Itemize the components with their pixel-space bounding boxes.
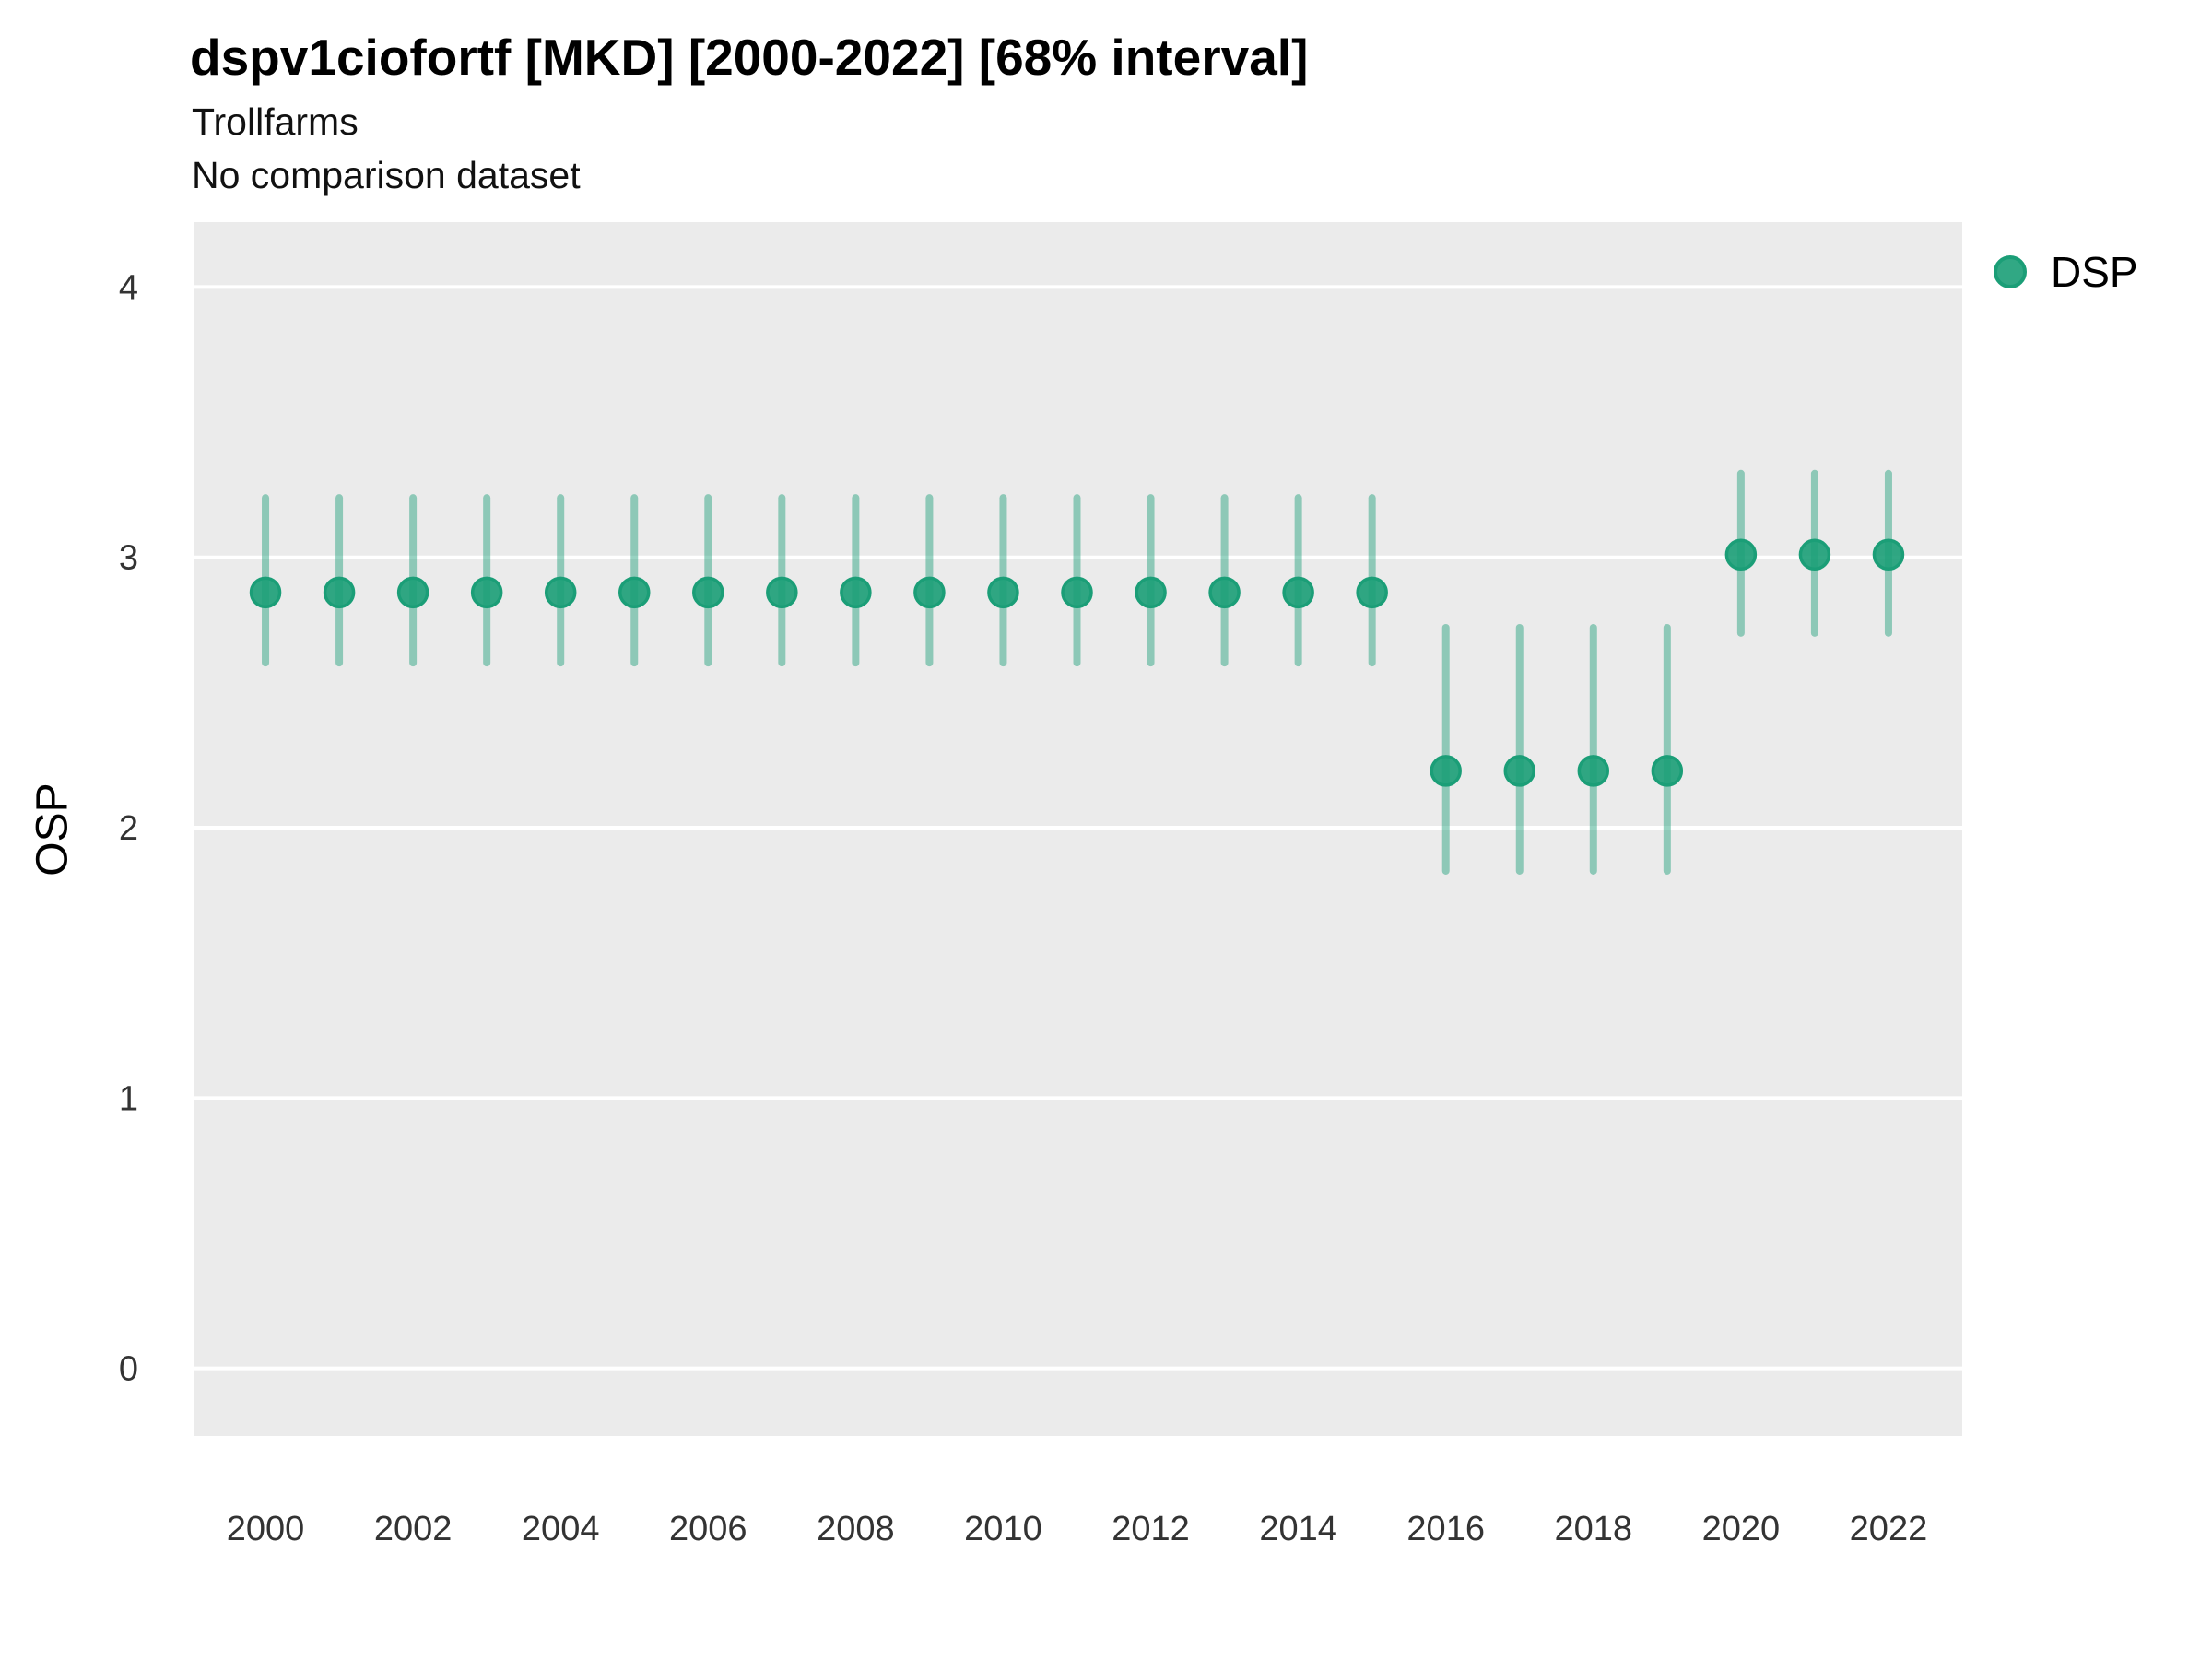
x-tick-label-2006: 2006 <box>669 1510 747 1548</box>
data-point-2017 <box>1503 755 1535 787</box>
x-tick-label-2010: 2010 <box>964 1510 1042 1548</box>
data-point-2022 <box>1872 538 1905 571</box>
x-tick-label-2016: 2016 <box>1406 1510 1485 1548</box>
x-tick-label-2008: 2008 <box>817 1510 895 1548</box>
y-tick-label-3: 3 <box>119 539 138 578</box>
data-point-2006 <box>692 576 724 609</box>
data-point-2002 <box>396 576 429 609</box>
data-point-2000 <box>249 576 282 609</box>
data-point-2012 <box>1135 576 1167 609</box>
y-tick-label-2: 2 <box>119 809 138 848</box>
legend-marker-dsp-icon <box>1994 255 2027 288</box>
data-point-2011 <box>1061 576 1093 609</box>
x-tick-label-2002: 2002 <box>374 1510 453 1548</box>
legend-label-dsp: DSP <box>2051 248 2138 296</box>
x-tick-label-2020: 2020 <box>1702 1510 1781 1548</box>
chart-comparison-note: No comparison dataset <box>192 154 581 196</box>
data-point-2001 <box>323 576 356 609</box>
data-point-2003 <box>470 576 503 609</box>
x-tick-label-2012: 2012 <box>1112 1510 1190 1548</box>
data-point-2008 <box>840 576 872 609</box>
data-point-2016 <box>1430 755 1462 787</box>
data-point-2019 <box>1651 755 1684 787</box>
x-tick-label-2014: 2014 <box>1259 1510 1337 1548</box>
data-point-2021 <box>1798 538 1831 571</box>
y-tick-label-0: 0 <box>119 1350 138 1389</box>
chart-subtitle: Trollfarms <box>192 100 359 143</box>
data-point-2004 <box>544 576 577 609</box>
data-point-2015 <box>1356 576 1388 609</box>
chart-title: dspv1ciofortf [MKD] [2000-2022] [68% int… <box>190 29 1309 86</box>
data-point-2018 <box>1577 755 1610 787</box>
x-tick-label-2018: 2018 <box>1555 1510 1633 1548</box>
data-point-2007 <box>766 576 798 609</box>
data-point-2005 <box>618 576 651 609</box>
data-point-2020 <box>1724 538 1758 571</box>
y-tick-label-4: 4 <box>119 268 138 307</box>
data-point-2010 <box>987 576 1019 609</box>
legend: DSP <box>1994 251 2138 293</box>
x-tick-label-2022: 2022 <box>1850 1510 1928 1548</box>
data-point-2013 <box>1208 576 1241 609</box>
x-tick-label-2000: 2000 <box>227 1510 305 1548</box>
y-tick-label-1: 1 <box>119 1079 138 1118</box>
x-tick-label-2004: 2004 <box>522 1510 600 1548</box>
data-point-2014 <box>1282 576 1314 609</box>
data-point-2009 <box>913 576 946 609</box>
